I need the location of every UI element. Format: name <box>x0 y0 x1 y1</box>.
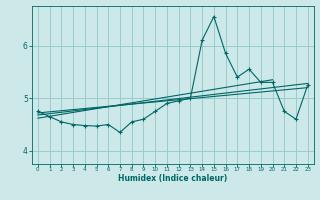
X-axis label: Humidex (Indice chaleur): Humidex (Indice chaleur) <box>118 174 228 183</box>
